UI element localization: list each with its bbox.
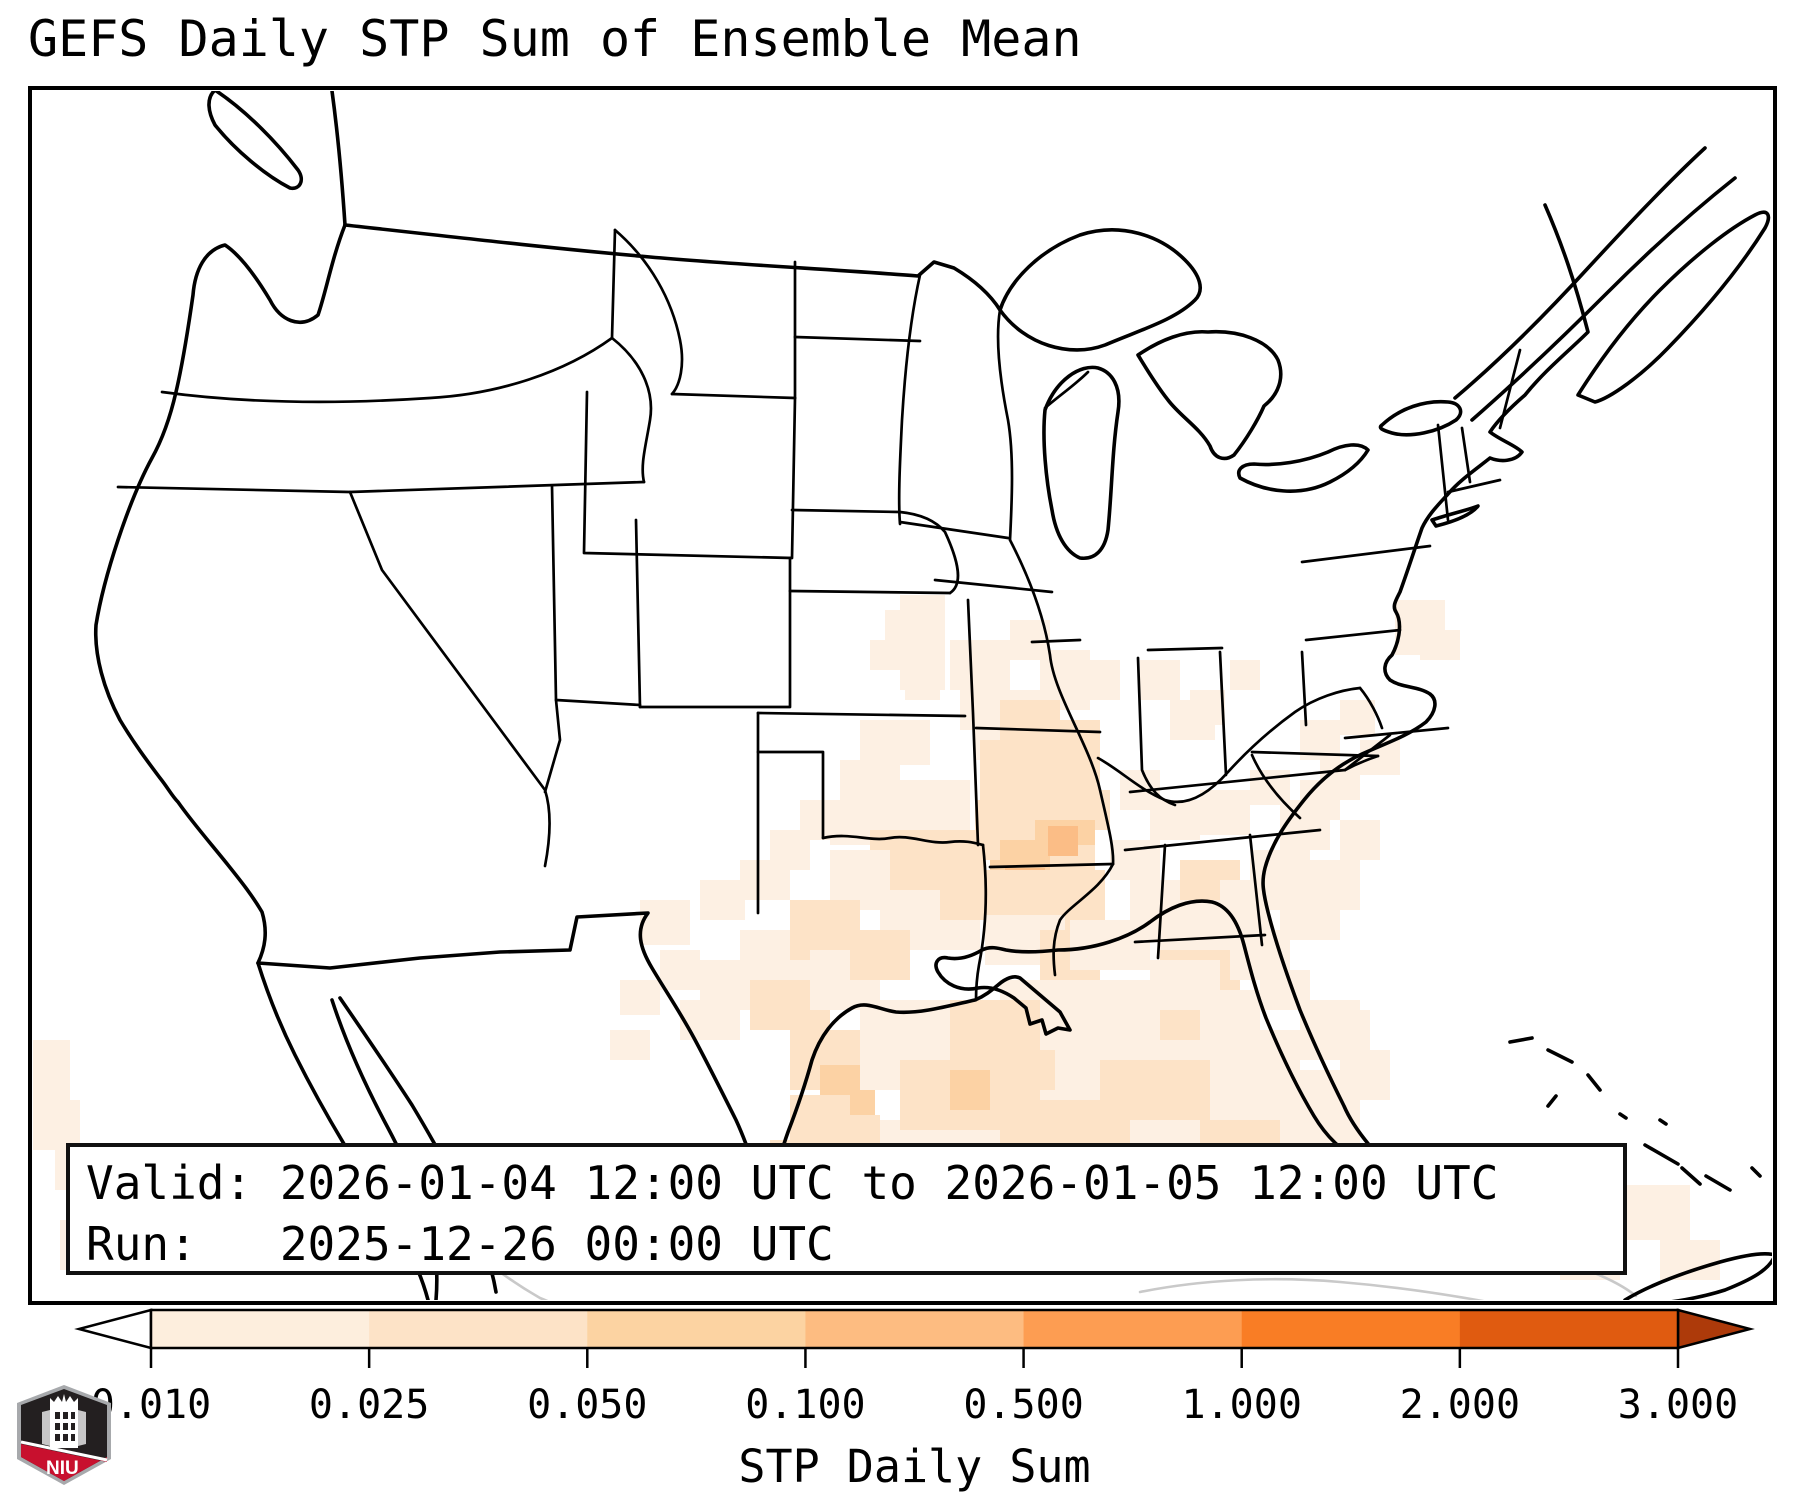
colorbar-segment — [805, 1310, 1025, 1348]
stp-cell — [950, 640, 1010, 690]
stp-cell — [33, 1100, 80, 1150]
stp-cell — [1140, 660, 1180, 700]
stp-cell — [1150, 800, 1200, 840]
stp-cell — [1300, 780, 1340, 820]
state-borders — [116, 228, 1522, 1002]
stp-cell — [1100, 1060, 1210, 1120]
colorbar-outline — [149, 1308, 1680, 1350]
stp-cell — [950, 1070, 990, 1110]
stp-cell — [1048, 826, 1078, 856]
stp-cell — [940, 860, 985, 920]
stp-cell — [610, 1030, 650, 1060]
niu-band-divider — [20, 1440, 108, 1462]
colorbar-tick-label: 2.000 — [1400, 1382, 1520, 1428]
niu-logo-text: NIU — [46, 1458, 79, 1479]
colorbar-tick-label: 3.000 — [1618, 1382, 1738, 1428]
stp-cell — [800, 800, 840, 840]
niu-castle-icon — [42, 1394, 86, 1448]
info-box: Valid: 2026-01-04 12:00 UTC to 2026-01-0… — [66, 1143, 1627, 1275]
stp-cell — [680, 1000, 740, 1040]
stp-cell — [33, 1040, 70, 1100]
stp-cell — [660, 950, 700, 990]
stp-cell — [1190, 690, 1225, 725]
stp-cell — [620, 980, 660, 1015]
colorbar-tick-label: 0.100 — [745, 1382, 865, 1428]
stp-cell — [1660, 1240, 1720, 1280]
stp-cell — [1230, 660, 1260, 690]
niu-logo: NIU — [17, 1385, 111, 1485]
stp-cell — [1200, 790, 1250, 835]
stp-cell — [860, 720, 930, 765]
colorbar-segment — [1459, 1310, 1679, 1348]
stp-cell — [905, 660, 940, 700]
stp-cell — [870, 640, 900, 670]
niu-red-band — [21, 1444, 107, 1481]
colorbar-segment — [1023, 1310, 1243, 1348]
stp-cell — [1090, 660, 1120, 700]
colorbar: 0.010 0.025 0.050 0.100 0.500 1.000 2.000 3.000 — [74, 1308, 1755, 1428]
colorbar-segment — [1241, 1310, 1461, 1348]
stp-cell — [640, 900, 690, 945]
colorbar-under-arrow — [74, 1308, 153, 1350]
valid-time-text: Valid: 2026-01-04 12:00 UTC to 2026-01-0… — [86, 1156, 1499, 1210]
colorbar-over-arrow — [1676, 1308, 1755, 1350]
map-frame — [28, 86, 1777, 1305]
colorbar-axis-label: STP Daily Sum — [738, 1440, 1091, 1493]
colorbar-segment — [587, 1310, 807, 1348]
run-time-text: Run: 2025-12-26 00:00 UTC — [86, 1216, 834, 1271]
stp-cell — [1340, 820, 1380, 860]
colorbar-tick-label: 0.050 — [527, 1382, 647, 1428]
colorbar-tick-label: 0.025 — [309, 1382, 429, 1428]
stp-cell — [1010, 1050, 1055, 1090]
stp-cell — [1420, 630, 1460, 660]
stp-cell — [1340, 1050, 1390, 1100]
stp-cell — [850, 930, 910, 980]
stp-cell — [1280, 900, 1340, 940]
colorbar-tick-label: 0.500 — [963, 1382, 1083, 1428]
stp-cell — [1340, 700, 1375, 735]
stp-cell — [740, 860, 790, 900]
colorbar-tick-label: 1.000 — [1182, 1382, 1302, 1428]
stp-cell — [700, 880, 745, 920]
page-title: GEFS Daily STP Sum of Ensemble Mean — [28, 10, 1082, 68]
colorbar-segment — [151, 1310, 371, 1348]
colorbar-segment — [369, 1310, 589, 1348]
stp-cell — [1200, 990, 1260, 1040]
